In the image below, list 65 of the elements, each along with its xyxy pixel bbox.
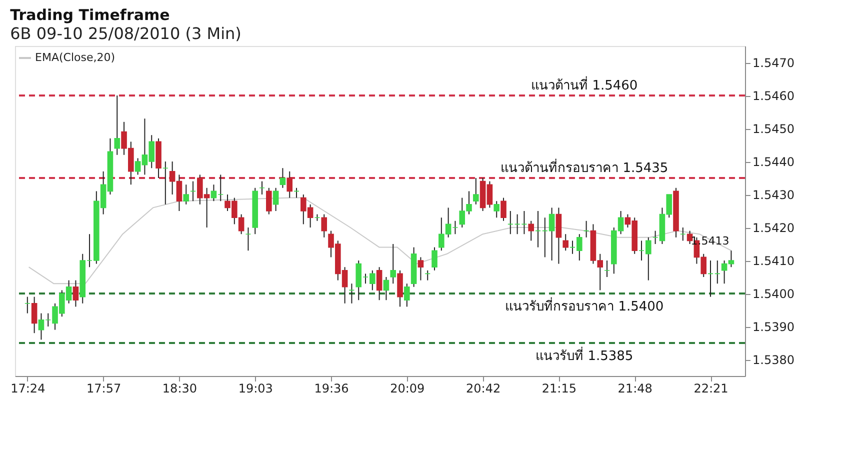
y-tick-label: 1.5400 — [752, 287, 794, 301]
chart-subtitle: 6B 09-10 25/08/2010 (3 Min) — [10, 24, 242, 43]
y-tick-label: 1.5460 — [752, 89, 794, 103]
candlestick — [390, 244, 396, 284]
x-tick-label: 22:21 — [694, 382, 728, 396]
candlestick — [24, 296, 30, 314]
candlestick — [424, 270, 431, 281]
x-tick-label: 19:03 — [238, 382, 273, 396]
y-tick-label: 1.5470 — [752, 56, 794, 70]
x-tick-label: 20:42 — [466, 382, 501, 396]
y-tick-label: 1.5430 — [752, 188, 794, 202]
ref-line-label: แนวต้านที่ 1.5460 — [531, 76, 638, 94]
candlestick — [562, 234, 569, 252]
chart-title: Trading Timeframe — [10, 6, 170, 24]
candlestick — [583, 220, 590, 238]
candlestick — [266, 187, 272, 215]
candlestick — [500, 197, 506, 222]
ref-line-label: แนวต้านที่กรอบราคา 1.5435 — [500, 159, 668, 176]
candlestick — [183, 184, 190, 205]
candlestick — [114, 95, 120, 156]
ref-line-label: แนวรับที่ 1.5385 — [536, 347, 634, 364]
candlestick — [383, 276, 390, 301]
candlestick — [272, 187, 279, 212]
candlestick — [714, 260, 720, 284]
candlestick — [376, 266, 382, 301]
candlestick — [72, 280, 79, 308]
x-tick-label: 17:57 — [86, 382, 122, 396]
candlestick — [418, 256, 424, 281]
y-tick-label: 1.5380 — [752, 353, 794, 367]
candlestick — [473, 178, 479, 205]
ref-line-label: แนวรับที่กรอบราคา 1.5400 — [505, 298, 664, 314]
x-tick-label: 21:15 — [542, 382, 576, 396]
candlestick — [494, 200, 500, 218]
x-tick-label: 21:48 — [618, 382, 652, 396]
candlestick — [321, 214, 328, 238]
candlestick — [680, 227, 686, 242]
y-tick-label: 1.5410 — [752, 254, 794, 268]
candlestick — [508, 210, 514, 235]
candlestick — [686, 230, 693, 244]
candlestick — [535, 210, 541, 248]
candlestick — [528, 220, 534, 242]
candlestick — [397, 270, 403, 308]
candlestick — [348, 283, 355, 304]
candlestick — [556, 207, 562, 264]
x-tick-label: 20:09 — [390, 382, 425, 396]
candlestick — [404, 283, 410, 308]
candlestick — [708, 260, 714, 298]
candlestick — [432, 246, 438, 271]
candlestick — [245, 227, 252, 252]
y-tick-label: 1.5440 — [752, 155, 794, 169]
y-tick-label: 1.5420 — [752, 221, 794, 235]
candlestick — [31, 296, 38, 334]
x-tick-label: 17:24 — [10, 382, 46, 396]
candlestick — [286, 170, 293, 198]
x-tick-label: 19:36 — [314, 382, 349, 396]
candlestick — [259, 180, 265, 195]
legend-label: EMA(Close,20) — [35, 51, 116, 64]
y-tick-label: 1.5450 — [752, 122, 794, 136]
candlestick — [604, 260, 610, 278]
x-tick-label: 18:30 — [162, 382, 198, 396]
candlestick — [162, 161, 168, 205]
y-tick-label: 1.5390 — [752, 320, 794, 334]
candlestick — [294, 187, 300, 198]
candlestick — [190, 180, 196, 202]
candlestick — [280, 168, 286, 188]
